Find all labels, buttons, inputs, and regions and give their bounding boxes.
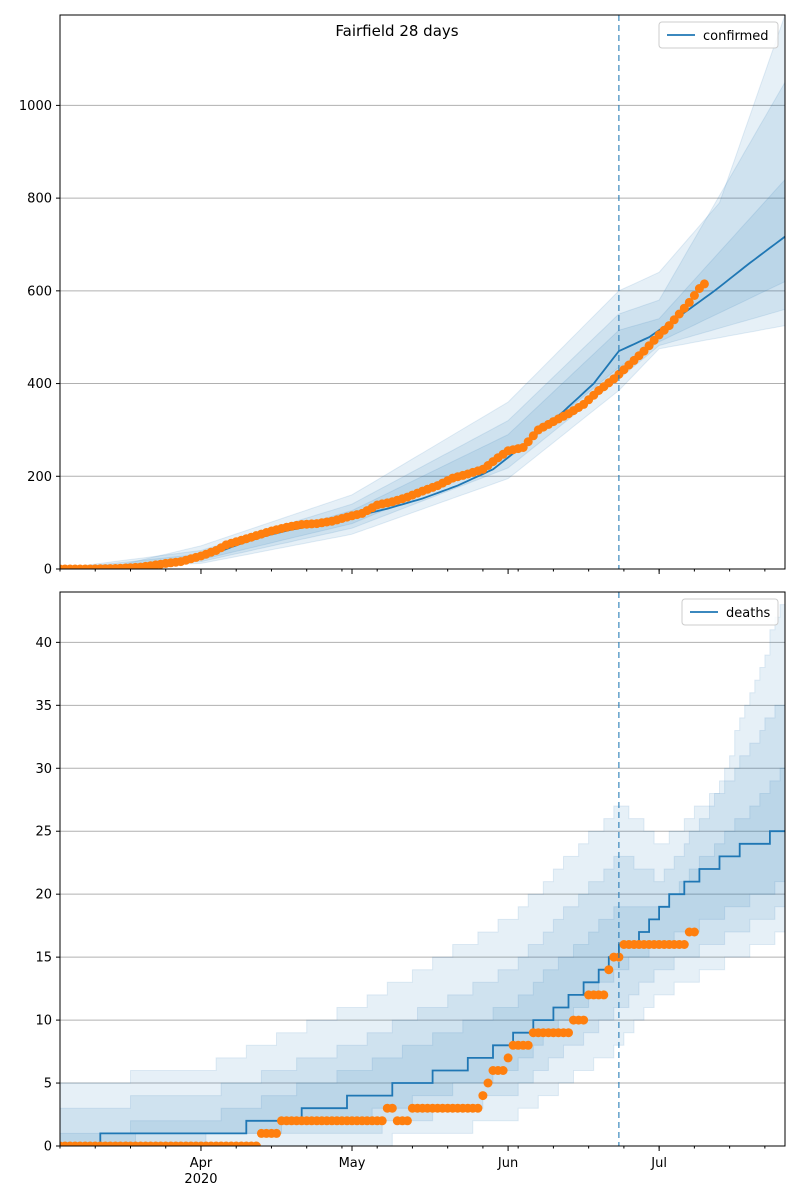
legend: deaths xyxy=(681,598,779,626)
y-tick-label: 15 xyxy=(35,951,52,966)
observed-point xyxy=(478,1091,488,1101)
y-tick-label: 35 xyxy=(35,699,52,714)
legend-box xyxy=(681,598,779,626)
observed-point xyxy=(679,940,689,949)
x-tick-label: May xyxy=(339,1156,366,1171)
observed-point xyxy=(387,1103,397,1113)
y-tick-label: 0 xyxy=(44,1140,52,1155)
y-tick-label: 25 xyxy=(35,825,52,840)
y-tick-label: 30 xyxy=(35,762,52,777)
y-tick-label: 20 xyxy=(35,888,52,903)
legend: confirmed xyxy=(658,21,779,49)
chart-panel-1: 0 200 400 600 800 1000 Fairfield 28 days confir… xyxy=(19,14,786,578)
observed-point xyxy=(523,437,533,447)
uncertainty-band-2 xyxy=(60,81,785,569)
observed-point xyxy=(498,1066,508,1075)
observed-point xyxy=(579,1015,589,1025)
y-tick-label: 200 xyxy=(27,470,52,485)
observed-point xyxy=(528,431,538,441)
y-tick-label: 10 xyxy=(35,1014,52,1029)
x-tick-label: Jun xyxy=(497,1156,518,1171)
plot-area xyxy=(60,592,785,1146)
observed-point xyxy=(272,1128,281,1138)
legend-box xyxy=(658,21,779,49)
y-tick-label: 800 xyxy=(27,192,52,207)
plot-frame xyxy=(59,14,786,570)
legend-label: deaths xyxy=(726,606,771,621)
x-tick-label: Jul xyxy=(650,1156,667,1171)
observed-point xyxy=(483,1078,493,1088)
observed-point xyxy=(564,1028,573,1038)
y-tick-label: 0 xyxy=(44,563,52,578)
observed-point xyxy=(699,279,709,289)
x-tick-label: Apr xyxy=(190,1156,213,1171)
observed-point xyxy=(251,1141,261,1146)
observed-point xyxy=(473,1103,483,1113)
y-tick-label: 400 xyxy=(27,377,52,392)
uncertainty-band-2 xyxy=(60,692,785,1146)
observed-point xyxy=(689,927,699,937)
y-tick-label: 40 xyxy=(35,636,52,651)
plot-area xyxy=(60,15,785,569)
observed-point xyxy=(377,1116,387,1126)
observed-point xyxy=(669,315,679,325)
y-tick-label: 5 xyxy=(44,1077,52,1092)
observed-point xyxy=(604,965,614,975)
legend-label: confirmed xyxy=(703,29,769,44)
uncertainty-band-3 xyxy=(60,178,785,569)
y-tick-label: 600 xyxy=(27,284,52,299)
observed-point xyxy=(599,990,609,1000)
chart-title: Fairfield 28 days xyxy=(335,22,458,40)
observed-point xyxy=(402,1116,412,1126)
plot-frame xyxy=(59,591,786,1147)
uncertainty-band-1 xyxy=(60,15,785,569)
series-line-deaths xyxy=(60,830,785,1146)
y-tick-label: 1000 xyxy=(19,99,52,114)
uncertainty-band-1 xyxy=(60,592,785,1146)
x-tick-year-label: 2020 xyxy=(184,1172,217,1187)
observed-point xyxy=(503,1053,513,1063)
observed-point xyxy=(684,297,694,307)
observed-point xyxy=(523,1040,533,1050)
observed-point xyxy=(689,291,699,300)
